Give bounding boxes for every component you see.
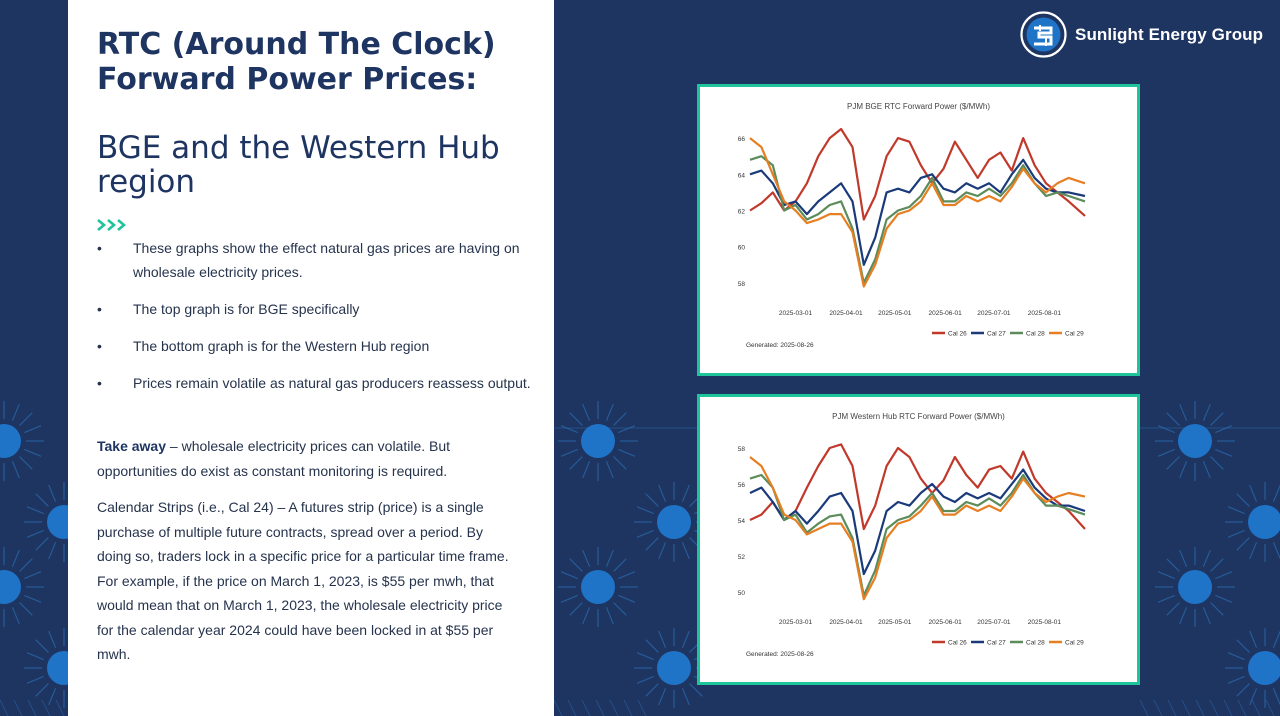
sunburst-shape — [0, 401, 44, 481]
series-line-cal-29 — [749, 456, 1086, 601]
x-tick-label: 2025-03-01 — [779, 619, 813, 626]
series-line-cal-26 — [749, 443, 1086, 531]
bullet-text: The bottom graph is for the Western Hub … — [133, 338, 430, 354]
bge-chart-svg: PJM BGE RTC Forward Power ($/MWh) 58 60 62 6… — [738, 102, 1086, 349]
sunburst-shape — [1225, 628, 1280, 708]
text-panel: RTC (Around The Clock) Forward Power Pri… — [68, 0, 554, 716]
sunburst-shape — [634, 628, 714, 708]
y-tick-label: 54 — [738, 518, 746, 525]
bullet-item: • These graphs show the effect natural ga… — [97, 236, 537, 284]
legend-entry: Cal 27 — [971, 331, 1006, 338]
x-tick-label: 2025-04-01 — [829, 619, 863, 626]
calendar-strips-paragraph: Calendar Strips (i.e., Cal 24) – A futur… — [97, 499, 509, 662]
sunburst-shape — [558, 547, 638, 627]
bullet-item: • Prices remain volatile as natural gas p… — [97, 371, 537, 395]
y-tick-label: 60 — [738, 245, 746, 252]
takeaway-label: Take away — [97, 438, 167, 454]
x-tick-label: 2025-05-01 — [878, 310, 912, 317]
y-tick-label: 64 — [738, 172, 746, 179]
legend-entry: Cal 26 — [932, 640, 967, 647]
x-tick-label: 2025-06-01 — [929, 310, 963, 317]
sunburst-shape — [634, 482, 714, 562]
series-line-cal-27 — [749, 158, 1086, 266]
bge-forward-power-chart: PJM BGE RTC Forward Power ($/MWh) 58 60 62 6… — [697, 84, 1140, 376]
series-line-cal-27 — [749, 468, 1086, 576]
y-tick-label: 62 — [738, 208, 746, 215]
takeaway-paragraph: Take away – wholesale electricity prices… — [97, 434, 517, 483]
legend-label: Cal 27 — [987, 331, 1006, 338]
x-tick-label: 2025-08-01 — [1028, 310, 1062, 317]
company-logo: Sunlight Energy Group — [1020, 11, 1263, 58]
western-hub-forward-power-chart: PJM Western Hub RTC Forward Power ($/MWh… — [697, 394, 1140, 685]
sunburst-shape — [558, 401, 638, 481]
sunburst-shape — [0, 547, 44, 627]
series-line-cal-29 — [749, 137, 1086, 288]
legend-label: Cal 26 — [948, 640, 967, 647]
slide-subtitle: BGE and the Western Hub region — [97, 130, 500, 200]
sunburst-shape — [1225, 482, 1280, 562]
triple-chevron-right-icon — [97, 218, 129, 237]
series-line-cal-26 — [749, 127, 1086, 221]
x-tick-label: 2025-08-01 — [1028, 619, 1062, 626]
y-tick-label: 50 — [738, 590, 746, 597]
legend-entry: Cal 29 — [1049, 331, 1084, 338]
bullet-item: • The top graph is for BGE specifically — [97, 297, 537, 321]
legend-label: Cal 29 — [1065, 640, 1084, 647]
y-tick-label: 52 — [738, 554, 746, 561]
legend-entry: Cal 28 — [1010, 331, 1045, 338]
legend-label: Cal 29 — [1065, 331, 1084, 338]
y-tick-label: 56 — [738, 482, 746, 489]
logo-text: Sunlight Energy Group — [1075, 24, 1264, 44]
bullet-item: • The bottom graph is for the Western Hub… — [97, 334, 537, 358]
legend-label: Cal 28 — [1026, 331, 1045, 338]
western-hub-chart-svg: PJM Western Hub RTC Forward Power ($/MWh… — [738, 412, 1086, 658]
chart-footer: Generated: 2025-08-26 — [746, 651, 814, 658]
bullet-marker: • — [97, 375, 102, 391]
slide-title: RTC (Around The Clock) Forward Power Pri… — [97, 27, 496, 97]
legend-label: Cal 27 — [987, 640, 1006, 647]
x-tick-label: 2025-03-01 — [779, 310, 813, 317]
sunburst-shape — [1155, 401, 1235, 481]
bullet-text: Prices remain volatile as natural gas pr… — [133, 375, 531, 391]
x-tick-label: 2025-07-01 — [977, 619, 1011, 626]
legend-entry: Cal 29 — [1049, 640, 1084, 647]
x-tick-label: 2025-06-01 — [929, 619, 963, 626]
sunburst-shape — [1155, 547, 1235, 627]
legend-entry: Cal 28 — [1010, 640, 1045, 647]
y-tick-label: 58 — [738, 281, 746, 288]
chart-title: PJM Western Hub RTC Forward Power ($/MWh… — [832, 412, 1005, 421]
chart-title: PJM BGE RTC Forward Power ($/MWh) — [847, 102, 990, 111]
series-line-cal-28 — [749, 473, 1086, 597]
logo-mark-icon — [1020, 11, 1067, 58]
x-tick-label: 2025-05-01 — [878, 619, 912, 626]
legend-label: Cal 28 — [1026, 640, 1045, 647]
bullet-marker: • — [97, 338, 102, 354]
bullet-marker: • — [97, 240, 102, 256]
bullet-marker: • — [97, 301, 102, 317]
takeaway-text: – wholesale electricity prices can volat… — [97, 438, 451, 479]
series-line-cal-28 — [749, 155, 1086, 284]
bullet-text: These graphs show the effect natural gas… — [133, 240, 520, 280]
chart-footer: Generated: 2025-08-26 — [746, 342, 814, 349]
bullet-text: The top graph is for BGE specifically — [133, 301, 360, 317]
legend-label: Cal 26 — [948, 331, 967, 338]
x-tick-label: 2025-04-01 — [829, 310, 863, 317]
bullet-list: • These graphs show the effect natural ga… — [97, 236, 537, 408]
y-tick-label: 66 — [738, 136, 746, 143]
x-tick-label: 2025-07-01 — [977, 310, 1011, 317]
legend-entry: Cal 27 — [971, 640, 1006, 647]
y-tick-label: 58 — [738, 446, 746, 453]
legend-entry: Cal 26 — [932, 331, 967, 338]
